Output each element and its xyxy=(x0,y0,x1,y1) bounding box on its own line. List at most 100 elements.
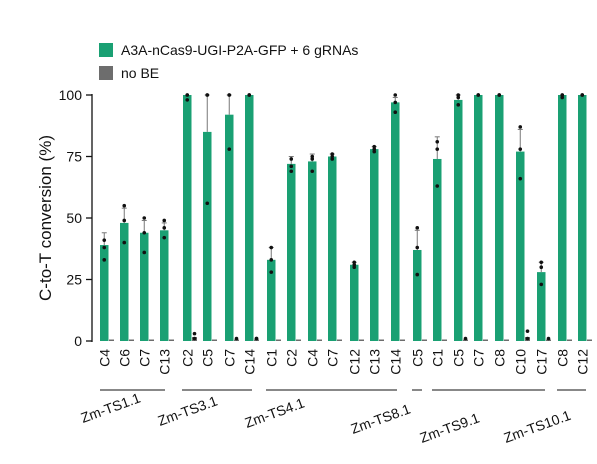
x-tick-label: C8 xyxy=(491,349,507,367)
data-point-no-be xyxy=(463,336,468,341)
data-point-gfp xyxy=(539,282,544,287)
bar-gfp xyxy=(225,114,234,342)
data-point-no-be xyxy=(192,336,197,341)
data-point-gfp xyxy=(560,95,565,100)
x-tick-label: C17 xyxy=(533,349,549,375)
data-point-gfp xyxy=(539,265,544,270)
bar-gfp xyxy=(578,95,587,341)
data-point-gfp xyxy=(102,258,107,262)
bar-no-be xyxy=(276,339,281,341)
bar-gfp xyxy=(454,99,463,341)
bar-gfp xyxy=(391,102,400,341)
group-label: Zm-TS10.1 xyxy=(502,407,573,446)
bar-no-be xyxy=(587,339,592,341)
legend-swatch-gfp xyxy=(99,43,113,57)
data-point-gfp xyxy=(310,157,315,161)
x-tick-label: C10 xyxy=(512,349,528,375)
group-label: Zm-TS9.1 xyxy=(418,409,482,445)
group-label: Zm-TS8.1 xyxy=(349,400,413,436)
data-point-gfp xyxy=(289,169,294,174)
data-point-no-be xyxy=(234,336,239,341)
bar-gfp xyxy=(516,151,525,341)
x-tick-label: C12 xyxy=(574,349,590,375)
data-point-gfp xyxy=(580,93,585,97)
x-tick-label: C5 xyxy=(199,349,215,367)
x-tick-label: C8 xyxy=(554,349,570,367)
bar-no-be xyxy=(359,339,364,341)
data-point-gfp xyxy=(352,265,357,270)
data-point-gfp xyxy=(185,93,190,97)
y-tick-label: 50 xyxy=(66,210,82,226)
x-tick-label: C4 xyxy=(304,349,320,367)
data-point-gfp xyxy=(269,258,274,262)
x-tick-label: C5 xyxy=(450,349,466,367)
data-point-gfp xyxy=(372,147,377,151)
x-tick-label: C7 xyxy=(470,349,486,367)
group-label: Zm-TS3.1 xyxy=(156,392,220,428)
bar-no-be xyxy=(337,339,342,341)
data-point-no-be xyxy=(525,336,530,341)
bar-gfp xyxy=(100,245,109,341)
legend-label-gfp: A3A-nCas9-UGI-P2A-GFP + 6 gRNAs xyxy=(121,42,358,58)
y-tick-label: 25 xyxy=(66,272,82,288)
x-tick-label: C14 xyxy=(387,349,403,375)
y-tick-label: 75 xyxy=(66,149,82,165)
bar-gfp xyxy=(537,272,546,341)
x-tick-label: C7 xyxy=(324,349,340,367)
bar-no-be xyxy=(504,339,509,341)
bar-gfp xyxy=(287,163,296,341)
data-point-gfp xyxy=(330,154,335,159)
bar-no-be xyxy=(149,339,154,341)
legend-label-no-be: no BE xyxy=(121,65,159,81)
group-label: Zm-TS4.1 xyxy=(243,394,307,430)
data-point-no-be xyxy=(546,336,551,341)
bar-no-be xyxy=(422,339,427,341)
data-point-no-be xyxy=(192,331,197,336)
data-point-no-be xyxy=(254,336,259,341)
data-point-gfp xyxy=(497,93,502,97)
x-tick-label: C7 xyxy=(136,349,152,367)
data-point-gfp xyxy=(142,250,147,255)
bar-no-be xyxy=(129,339,134,341)
x-tick-label: C5 xyxy=(409,349,425,367)
data-point-gfp xyxy=(539,260,544,265)
x-tick-label: C4 xyxy=(96,349,112,367)
data-point-gfp xyxy=(227,147,232,151)
data-point-gfp xyxy=(456,103,461,107)
y-tick-label: 0 xyxy=(74,333,82,349)
x-tick-label: C13 xyxy=(366,349,382,375)
data-point-gfp xyxy=(102,238,107,242)
bar-no-be xyxy=(169,339,174,341)
legend: A3A-nCas9-UGI-P2A-GFP + 6 gRNAs no BE xyxy=(99,42,358,81)
legend-swatch-no-be xyxy=(99,66,113,80)
data-point-gfp xyxy=(352,262,357,267)
data-point-gfp xyxy=(122,203,127,208)
y-tick-label: 100 xyxy=(59,87,83,103)
bar-gfp xyxy=(328,156,337,341)
data-point-gfp xyxy=(456,93,461,97)
data-point-gfp xyxy=(330,157,335,161)
data-point-gfp xyxy=(310,154,315,159)
data-point-gfp xyxy=(310,169,315,174)
data-point-gfp xyxy=(476,93,481,97)
bar-gfp xyxy=(495,95,504,341)
bar-gfp xyxy=(474,95,483,341)
data-point-gfp xyxy=(102,245,107,250)
bar-gfp xyxy=(160,230,169,341)
data-point-gfp xyxy=(122,218,127,223)
bar-no-be xyxy=(109,339,114,341)
bar-gfp xyxy=(350,264,359,341)
bar-no-be xyxy=(379,339,384,341)
x-tick-label: C1 xyxy=(429,349,445,367)
data-point-gfp xyxy=(330,152,335,156)
bar-no-be xyxy=(567,339,572,341)
bar-gfp xyxy=(140,232,149,341)
bar-gfp xyxy=(267,259,276,341)
x-tick-label: C2 xyxy=(283,349,299,367)
data-point-gfp xyxy=(162,226,167,230)
bar-no-be xyxy=(296,339,301,341)
data-point-gfp xyxy=(142,230,147,235)
data-point-gfp xyxy=(518,147,523,151)
x-tick-label: C14 xyxy=(241,349,257,375)
